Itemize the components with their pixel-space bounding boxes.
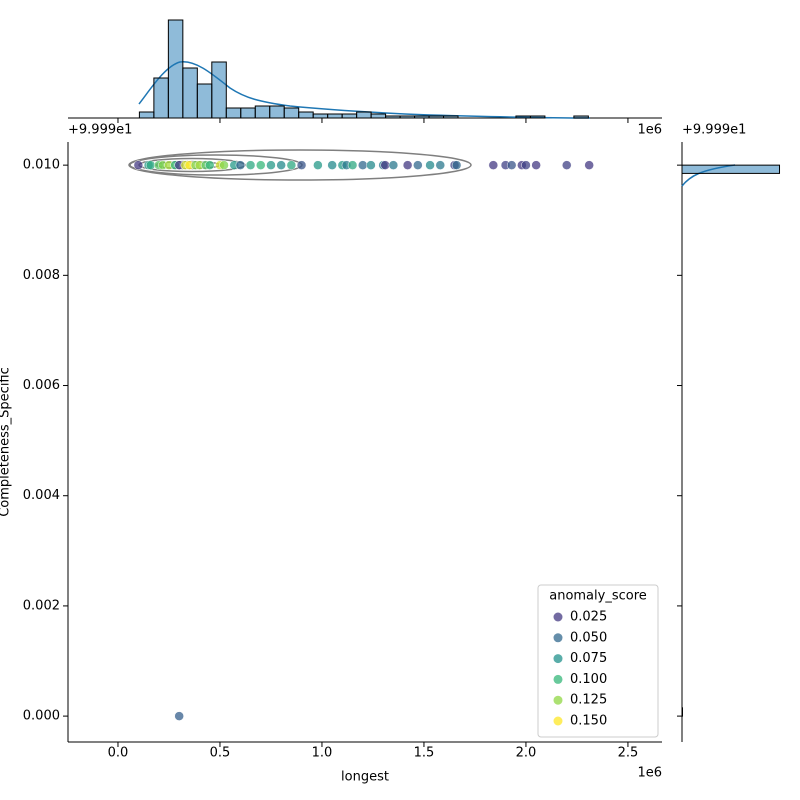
point xyxy=(488,160,499,170)
legend-marker xyxy=(553,695,563,705)
point xyxy=(451,160,462,170)
hist-bar xyxy=(370,113,387,119)
hist-bar xyxy=(327,113,343,119)
right-y-offset: +9.999e1 xyxy=(682,123,746,138)
top-x-offset: 1e6 xyxy=(637,123,662,138)
point xyxy=(380,160,390,170)
hist-bar xyxy=(428,115,445,119)
y-tick-label: 0.004 xyxy=(23,488,60,503)
point xyxy=(266,160,276,170)
point xyxy=(296,160,307,170)
y-tick-label: 0.000 xyxy=(23,709,60,724)
hist-bar xyxy=(681,164,781,174)
x-tick-label: 2.0 xyxy=(516,746,537,761)
x-tick-label: 1.0 xyxy=(312,746,333,761)
legend xyxy=(537,584,659,738)
point xyxy=(506,160,517,170)
legend-title: anomaly_score xyxy=(549,589,647,604)
y-tick-label: 0.002 xyxy=(23,598,60,613)
x-tick-label: 0.5 xyxy=(210,746,231,761)
point xyxy=(219,160,229,170)
hist-bar xyxy=(356,111,372,119)
point xyxy=(327,160,337,170)
hist-bar xyxy=(515,115,531,119)
legend-label: 0.125 xyxy=(570,693,607,708)
legend-marker xyxy=(553,716,563,726)
hist-bar xyxy=(341,113,358,119)
x-axis-label: longest xyxy=(341,770,389,785)
x-offset: 1e6 xyxy=(637,766,662,781)
point xyxy=(256,160,266,170)
hist-bar xyxy=(443,115,459,119)
y-tick-label: 0.010 xyxy=(23,158,60,173)
hist-bar xyxy=(167,19,184,119)
point xyxy=(425,160,435,170)
hist-bar xyxy=(385,115,401,119)
x-tick-label: 1.5 xyxy=(414,746,435,761)
legend-label: 0.100 xyxy=(570,672,607,687)
hist-bar xyxy=(414,115,430,119)
hist-bar xyxy=(298,111,314,119)
legend-marker xyxy=(553,674,563,684)
point xyxy=(235,160,246,170)
y-offset: +9.999e1 xyxy=(68,123,132,138)
hist-bar xyxy=(399,115,416,119)
hist-bar xyxy=(573,115,589,119)
legend-label: 0.025 xyxy=(570,610,607,625)
point xyxy=(435,160,446,170)
hist-bar xyxy=(529,115,546,119)
point xyxy=(174,711,184,721)
hist-bar xyxy=(211,61,227,119)
point xyxy=(366,160,376,170)
legend-label: 0.075 xyxy=(570,651,607,666)
legend-marker xyxy=(553,633,563,643)
point xyxy=(313,160,323,170)
legend-marker xyxy=(553,654,563,664)
point xyxy=(358,160,368,170)
hist-bar xyxy=(225,107,242,119)
point xyxy=(347,160,358,170)
point xyxy=(561,160,572,170)
y-tick-label: 0.006 xyxy=(23,378,60,393)
hist-bar xyxy=(196,83,213,119)
contour xyxy=(128,149,472,181)
point xyxy=(584,160,594,170)
hist-bar xyxy=(240,107,256,119)
legend-label: 0.050 xyxy=(570,630,607,645)
point xyxy=(402,160,413,170)
point xyxy=(245,160,256,170)
hist-bar xyxy=(254,105,271,119)
legend-label: 0.150 xyxy=(570,714,607,729)
point xyxy=(205,160,215,170)
hist-bar xyxy=(269,105,285,119)
point xyxy=(145,160,156,170)
point xyxy=(286,160,297,170)
legend-marker xyxy=(553,612,563,622)
point xyxy=(133,160,144,170)
point xyxy=(276,160,286,170)
point xyxy=(388,160,399,170)
y-axis-label: Completeness_Specific xyxy=(0,367,13,517)
hist-bar xyxy=(312,113,329,119)
y-tick-label: 0.008 xyxy=(23,268,60,283)
hist-bar xyxy=(138,111,155,119)
point xyxy=(521,160,531,170)
x-tick-label: 2.5 xyxy=(618,746,639,761)
hist-bar xyxy=(153,77,169,119)
hist-bar xyxy=(182,67,198,119)
hist-bar xyxy=(283,107,300,119)
point xyxy=(413,160,423,170)
x-tick-label: 0.0 xyxy=(108,746,129,761)
point xyxy=(531,160,541,170)
